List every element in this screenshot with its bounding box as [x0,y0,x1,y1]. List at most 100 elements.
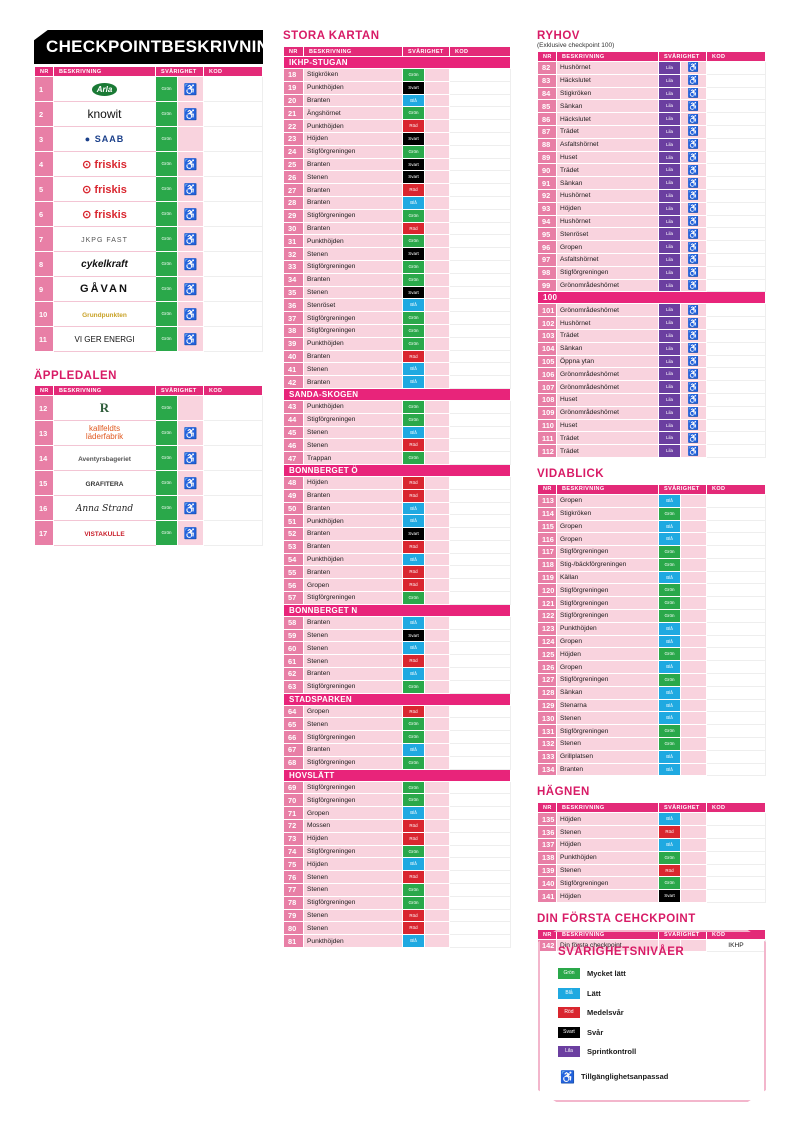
code-field[interactable] [449,704,511,719]
code-field[interactable] [706,444,766,458]
code-field[interactable] [706,214,766,229]
code-field[interactable] [449,527,511,541]
code-field[interactable] [706,673,766,687]
code-field[interactable] [203,276,263,302]
code-field[interactable] [449,298,511,313]
code-field[interactable] [203,126,263,152]
code-field[interactable] [449,475,511,490]
code-field[interactable] [706,316,766,330]
code-field[interactable] [449,451,511,465]
code-field[interactable] [706,532,766,547]
code-field[interactable] [449,68,511,82]
code-field[interactable] [706,889,766,904]
code-field[interactable] [706,252,766,267]
code-field[interactable] [449,539,511,554]
code-field[interactable] [449,921,511,936]
code-field[interactable] [203,395,263,421]
code-field[interactable] [706,303,766,318]
code-field[interactable] [449,438,511,453]
code-field[interactable] [449,552,511,567]
code-field[interactable] [203,226,263,252]
code-field[interactable] [706,711,766,726]
code-field[interactable] [706,749,766,764]
code-field[interactable] [706,99,766,114]
code-field[interactable] [449,131,511,146]
code-field[interactable] [706,124,766,139]
code-field[interactable] [449,336,511,351]
code-field[interactable] [449,679,511,694]
code-field[interactable] [449,412,511,427]
code-field[interactable] [449,819,511,833]
code-field[interactable] [706,519,766,534]
code-field[interactable] [203,470,263,496]
code-field[interactable] [449,208,511,223]
code-field[interactable] [706,112,766,126]
code-field[interactable] [706,634,766,649]
code-field[interactable] [706,545,766,559]
code-field[interactable] [449,349,511,364]
code-field[interactable] [706,86,766,101]
code-field[interactable] [449,591,511,605]
code-field[interactable] [706,737,766,751]
code-field[interactable] [706,660,766,675]
code-field[interactable] [706,621,766,636]
code-field[interactable] [449,501,511,516]
code-field[interactable] [706,73,766,88]
code-field[interactable] [449,831,511,846]
code-field[interactable] [203,251,263,277]
code-field[interactable] [449,806,511,821]
code-field[interactable] [706,380,766,394]
code-field[interactable] [449,488,511,503]
code-field[interactable] [449,80,511,95]
code-field[interactable] [706,876,766,891]
code-field[interactable] [449,717,511,732]
code-field[interactable] [706,163,766,178]
code-field[interactable] [449,221,511,236]
code-field[interactable] [203,420,263,446]
code-field[interactable] [706,201,766,216]
code-field[interactable] [706,227,766,242]
code-field[interactable] [706,61,766,75]
code-field[interactable] [706,278,766,293]
code-field[interactable] [706,685,766,700]
code-field[interactable] [449,895,511,910]
code-field[interactable] [449,743,511,757]
code-field[interactable] [449,780,511,795]
code-field[interactable] [706,850,766,865]
code-field[interactable] [449,106,511,121]
code-field[interactable] [203,326,263,352]
code-field[interactable] [203,201,263,227]
code-field[interactable] [449,247,511,261]
code-field[interactable] [706,354,766,369]
code-field[interactable] [449,375,511,389]
code-field[interactable] [449,119,511,133]
code-field[interactable] [706,557,766,572]
code-field[interactable] [706,698,766,713]
code-field[interactable] [449,183,511,197]
code-field[interactable] [449,195,511,210]
code-field[interactable] [706,265,766,280]
code-field[interactable] [449,565,511,580]
code-field[interactable] [706,609,766,623]
code-field[interactable] [449,615,511,630]
code-field[interactable] [449,844,511,859]
code-field[interactable]: IKHP [706,939,766,952]
code-field[interactable] [449,667,511,681]
code-field[interactable] [706,647,766,662]
code-field[interactable] [706,240,766,254]
code-field[interactable] [706,583,766,598]
code-field[interactable] [449,234,511,249]
code-field[interactable] [706,812,766,827]
code-field[interactable] [449,793,511,808]
code-field[interactable] [706,176,766,190]
code-field[interactable] [706,188,766,203]
code-field[interactable] [706,724,766,739]
code-field[interactable] [706,506,766,521]
code-field[interactable] [449,870,511,885]
code-field[interactable] [449,323,511,338]
code-field[interactable] [706,596,766,611]
code-field[interactable] [449,755,511,770]
code-field[interactable] [449,514,511,529]
code-field[interactable] [203,520,263,546]
code-field[interactable] [706,137,766,152]
